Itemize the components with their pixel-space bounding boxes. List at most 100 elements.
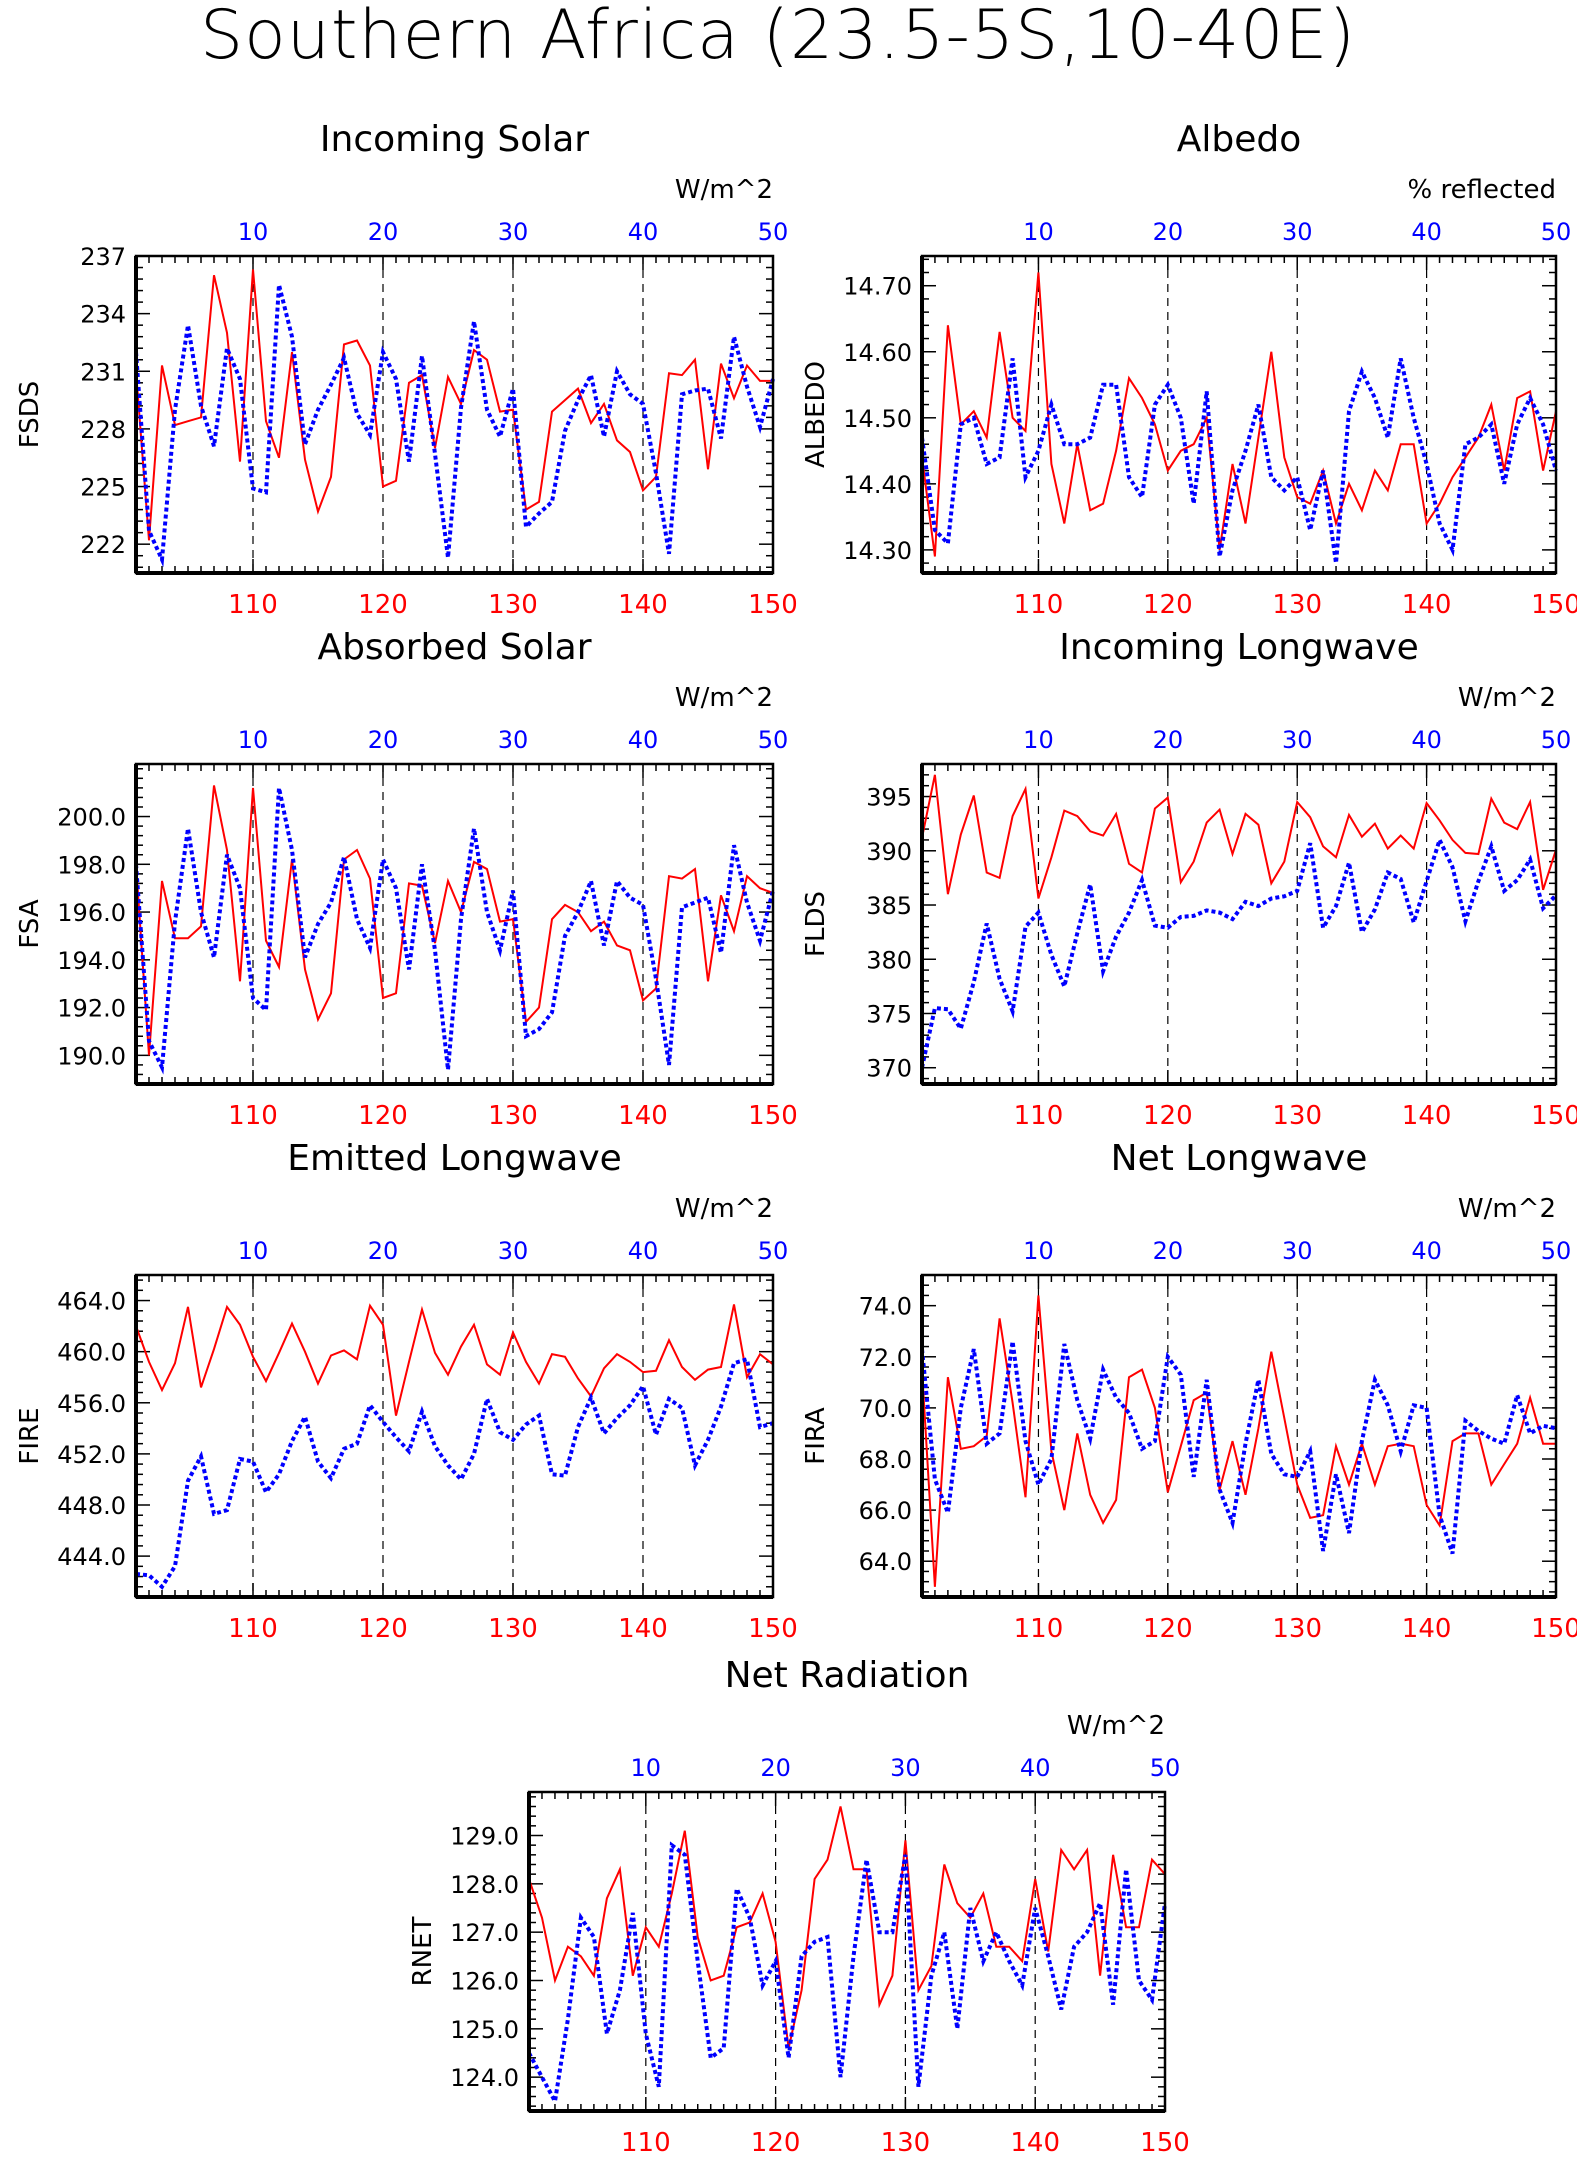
y-axis-label: RNET [408, 1916, 438, 1986]
x-tick-label-bottom: 140 [618, 1614, 668, 1644]
chart-title: Albedo [1177, 119, 1302, 160]
y-axis-label: FLDS [801, 891, 831, 957]
x-tick-label-top: 50 [1541, 726, 1572, 754]
y-axis-label: FIRE [15, 1407, 45, 1464]
x-tick-label-top: 40 [628, 218, 659, 246]
x-tick-label-bottom: 110 [228, 590, 278, 620]
plot-frame [134, 1273, 775, 1599]
x-tick-label-bottom: 130 [488, 1101, 538, 1131]
x-tick-label-bottom: 150 [748, 590, 798, 620]
x-tick-label-top: 10 [238, 726, 269, 754]
units-label: W/m^2 [1458, 683, 1556, 713]
x-tick-label-bottom: 110 [1014, 1101, 1064, 1131]
y-tick-label: 395 [866, 784, 912, 812]
x-tick-label-bottom: 110 [1014, 590, 1064, 620]
x-tick-label-top: 10 [631, 1754, 662, 1782]
series-line-blue [920, 1341, 1557, 1555]
chart-title: Emitted Longwave [287, 1138, 622, 1179]
x-tick-label-bottom: 120 [358, 590, 408, 620]
x-tick-label-top: 20 [1153, 1237, 1184, 1265]
x-tick-label-bottom: 150 [1531, 590, 1577, 620]
y-tick-label: 196.0 [57, 899, 126, 927]
x-tick-label-top: 10 [1023, 218, 1054, 246]
y-tick-label: 127.0 [450, 1919, 519, 1947]
series-line-red [921, 1295, 1556, 1587]
series-line-red [921, 272, 1557, 557]
series-line-red [135, 1303, 774, 1416]
x-tick-label-top: 20 [368, 726, 399, 754]
chart-title: Net Longwave [1111, 1138, 1368, 1179]
x-tick-label-bottom: 140 [1402, 1101, 1452, 1131]
y-tick-label: 126.0 [450, 1968, 519, 1996]
series-line-blue [134, 284, 775, 568]
y-tick-label: 385 [866, 892, 912, 920]
x-tick-label-top: 30 [890, 1754, 921, 1782]
y-tick-label: 124.0 [450, 2064, 519, 2092]
y-tick-label: 380 [866, 946, 912, 974]
y-tick-label: 231 [80, 358, 126, 386]
series-line-blue [135, 1356, 774, 1590]
units-label: W/m^2 [675, 1194, 773, 1224]
y-tick-label: 14.70 [843, 273, 912, 301]
y-tick-label: 14.60 [843, 339, 912, 367]
x-tick-label-top: 30 [1282, 726, 1313, 754]
x-tick-label-top: 30 [1282, 1237, 1313, 1265]
x-tick-label-top: 10 [238, 218, 269, 246]
x-tick-label-bottom: 140 [1402, 1614, 1452, 1644]
units-label: W/m^2 [1067, 1711, 1165, 1741]
y-tick-label: 222 [80, 531, 126, 559]
x-tick-label-bottom: 120 [751, 2128, 801, 2158]
x-tick-label-top: 20 [1153, 218, 1184, 246]
chart-title: Absorbed Solar [317, 627, 591, 668]
chart-panel-4: Incoming Longwave W/m^2 370 375 380 385 390 395… [801, 627, 1577, 1131]
y-tick-label: 194.0 [57, 947, 126, 975]
x-tick-label-bottom: 110 [621, 2128, 671, 2158]
y-tick-label: 192.0 [57, 995, 126, 1023]
x-tick-label-bottom: 150 [1140, 2128, 1190, 2158]
y-tick-label: 68.0 [859, 1446, 912, 1474]
y-tick-label: 14.30 [843, 537, 912, 565]
x-tick-label-top: 50 [1150, 1754, 1181, 1782]
chart-panel-6: Net Longwave W/m^2 64.0 66.0 68.0 70.0 72.0 74.… [801, 1138, 1577, 1644]
x-tick-label-top: 50 [1541, 218, 1572, 246]
chart-panel-1: Incoming Solar W/m^2 222 225 228 231 234 237 FSD… [15, 119, 798, 620]
x-tick-label-top: 20 [760, 1754, 791, 1782]
x-tick-label-bottom: 130 [1272, 1614, 1322, 1644]
chart-title: Net Radiation [725, 1655, 970, 1696]
x-tick-label-bottom: 120 [358, 1614, 408, 1644]
series-line-blue [527, 1841, 1167, 2108]
y-tick-label: 129.0 [450, 1823, 519, 1851]
series-line-blue [920, 834, 1558, 1069]
x-tick-label-top: 40 [1020, 1754, 1051, 1782]
x-tick-label-bottom: 110 [1014, 1614, 1064, 1644]
y-axis-label: FIRA [801, 1407, 831, 1465]
x-tick-label-top: 50 [758, 1237, 789, 1265]
x-tick-label-top: 10 [1023, 726, 1054, 754]
x-tick-label-top: 40 [628, 1237, 659, 1265]
y-tick-label: 370 [866, 1055, 912, 1083]
x-tick-label-bottom: 140 [618, 590, 668, 620]
y-axis-label: FSDS [15, 381, 45, 449]
y-tick-label: 234 [80, 301, 126, 329]
x-tick-label-top: 40 [1411, 218, 1442, 246]
x-tick-label-bottom: 140 [1010, 2128, 1060, 2158]
x-tick-label-bottom: 130 [488, 1614, 538, 1644]
x-tick-label-bottom: 120 [1143, 1614, 1193, 1644]
series-line-red [135, 269, 773, 541]
y-tick-label: 237 [80, 243, 126, 271]
x-tick-label-bottom: 150 [748, 1101, 798, 1131]
y-tick-label: 460.0 [57, 1339, 126, 1367]
chart-panel-3: Absorbed Solar W/m^2 190.0 192.0 194.0 196.0 1… [15, 627, 798, 1131]
y-tick-label: 70.0 [859, 1395, 912, 1423]
x-tick-label-bottom: 110 [228, 1101, 278, 1131]
x-tick-label-top: 50 [758, 218, 789, 246]
x-tick-label-bottom: 120 [1143, 590, 1193, 620]
series-line-red [135, 785, 774, 1056]
chart-panel-7: Net Radiation W/m^2 124.0 125.0 126.0 127.0 12… [408, 1655, 1190, 2158]
y-tick-label: 64.0 [859, 1548, 912, 1576]
x-tick-label-bottom: 150 [748, 1614, 798, 1644]
x-tick-label-bottom: 130 [488, 590, 538, 620]
y-tick-label: 66.0 [859, 1497, 912, 1525]
y-tick-label: 375 [866, 1000, 912, 1028]
